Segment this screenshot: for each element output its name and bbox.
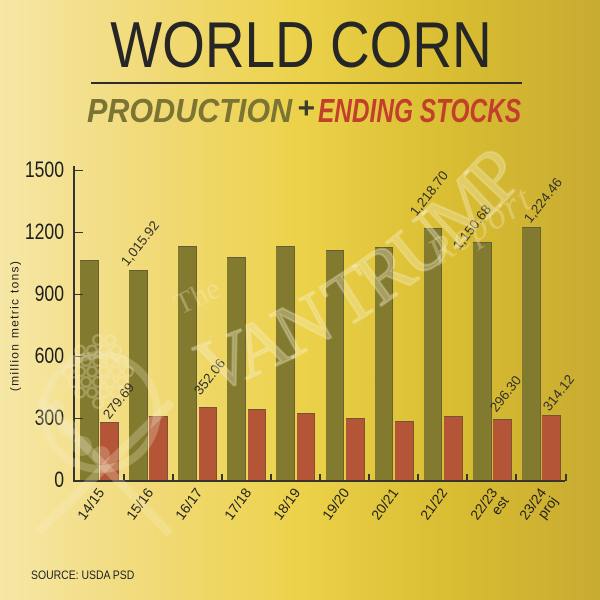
svg-text:The: The — [169, 272, 225, 322]
svg-text:VAN TRUMP: VAN TRUMP — [185, 134, 538, 410]
